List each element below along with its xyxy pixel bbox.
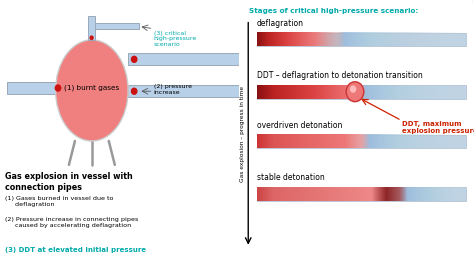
Bar [257, 85, 465, 98]
Circle shape [350, 85, 356, 93]
FancyBboxPatch shape [237, 0, 474, 266]
Bar [257, 32, 465, 46]
Text: Gas explosion – progress in time: Gas explosion – progress in time [240, 86, 246, 182]
Ellipse shape [55, 40, 128, 141]
Text: DDT – deflagration to detonation transition: DDT – deflagration to detonation transit… [257, 71, 423, 80]
Text: Gas explosion in vessel with
connection pipes: Gas explosion in vessel with connection … [5, 172, 133, 192]
Bar [128, 85, 249, 97]
Text: (2) pressure
increase: (2) pressure increase [154, 84, 191, 94]
Bar [128, 53, 249, 65]
Bar [95, 23, 138, 29]
Text: (1) Gases burned in vessel due to
     deflagration: (1) Gases burned in vessel due to deflag… [5, 196, 113, 207]
Text: (2) Pressure increase in connecting pipes
     caused by accelerating deflagrati: (2) Pressure increase in connecting pipe… [5, 217, 138, 228]
Circle shape [90, 35, 94, 40]
Bar [7, 82, 64, 94]
Text: Stages of critical high-pressure scenario:: Stages of critical high-pressure scenari… [249, 8, 418, 14]
Bar [257, 187, 465, 201]
Bar [88, 16, 95, 40]
Circle shape [131, 56, 137, 63]
Text: DDT, maximum
explosion pressure!: DDT, maximum explosion pressure! [401, 120, 474, 134]
Text: (3) DDT at elevated initial pressure: (3) DDT at elevated initial pressure [5, 247, 146, 253]
Circle shape [131, 88, 137, 95]
Text: overdriven detonation: overdriven detonation [257, 121, 342, 130]
Circle shape [55, 84, 62, 92]
Bar [257, 135, 465, 148]
Text: (3) critical
high-pressure
scenario: (3) critical high-pressure scenario [154, 31, 197, 47]
Text: (1) burnt gases: (1) burnt gases [64, 85, 119, 91]
Text: stable detonation: stable detonation [257, 173, 325, 182]
Text: deflagration: deflagration [257, 19, 304, 28]
Circle shape [346, 82, 364, 102]
